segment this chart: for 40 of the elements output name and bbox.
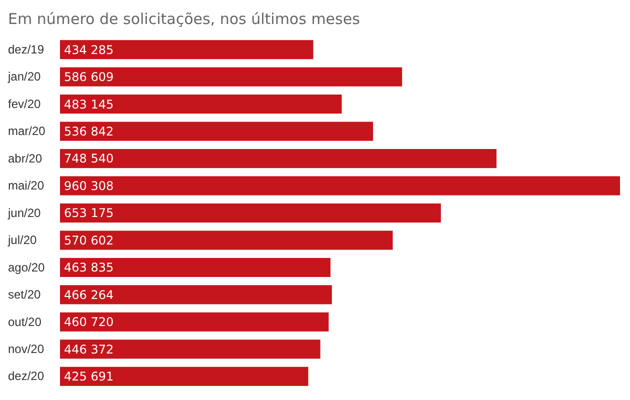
data-label: 446 372 — [64, 342, 114, 356]
data-label: 425 691 — [64, 370, 114, 384]
y-tick-label: mai/20 — [8, 178, 44, 193]
bar — [60, 258, 330, 277]
data-label: 460 720 — [64, 315, 114, 330]
data-label: 586 609 — [64, 70, 114, 84]
data-label: 748 540 — [64, 152, 114, 166]
bar — [60, 285, 332, 304]
bar — [60, 67, 402, 86]
y-tick-label: ago/20 — [8, 260, 46, 274]
data-label: 463 835 — [64, 260, 114, 275]
bar — [60, 230, 393, 250]
data-label: 570 602 — [64, 233, 114, 248]
bar — [60, 366, 308, 386]
y-tick-label: jul/20 — [7, 233, 38, 248]
y-tick-label: dez/19 — [8, 42, 44, 56]
chart-subtitle: Em número de solicitações, nos últimos meses — [8, 10, 360, 28]
bar — [60, 203, 441, 223]
bar — [60, 340, 320, 359]
y-tick-label: mar/20 — [8, 124, 46, 138]
bar — [60, 312, 329, 332]
y-tick-label: dez/20 — [8, 369, 44, 384]
y-tick-label: abr/20 — [8, 151, 42, 166]
data-label: 960 308 — [64, 178, 114, 193]
y-tick-label: jun/20 — [7, 206, 42, 220]
data-label: 653 175 — [64, 206, 114, 220]
bar — [60, 40, 314, 60]
bar — [60, 149, 497, 168]
data-label: 466 264 — [64, 288, 114, 302]
data-label: 434 285 — [64, 42, 114, 57]
y-tick-label: set/20 — [8, 288, 42, 302]
data-label: 483 145 — [64, 97, 114, 112]
y-tick-label: nov/20 — [8, 342, 44, 356]
bar — [60, 94, 342, 114]
y-tick-label: out/20 — [8, 314, 42, 329]
data-label: 536 842 — [64, 124, 114, 139]
bar — [60, 176, 620, 196]
y-tick-label: fev/20 — [8, 96, 42, 111]
bar — [60, 122, 374, 141]
y-tick-label: jan/20 — [7, 70, 42, 84]
